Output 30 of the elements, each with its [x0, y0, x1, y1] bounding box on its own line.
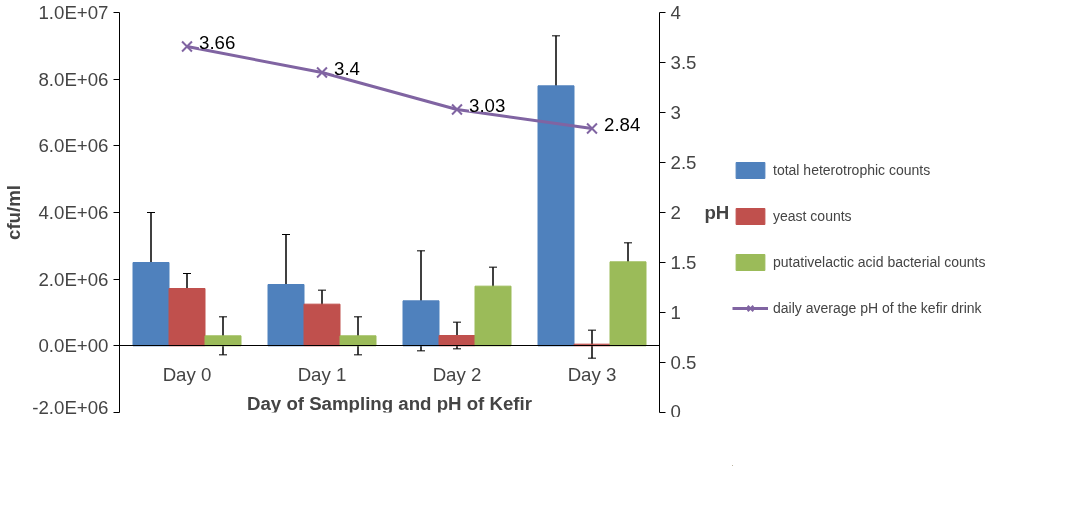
y2-axis-title: pH — [704, 202, 730, 223]
y2-tick-label: 3.5 — [670, 52, 697, 73]
data-label: 3.66 — [199, 31, 236, 53]
y-tick-label: 1.0E+07 — [38, 2, 109, 23]
x-tick-label: Day 2 — [432, 363, 482, 385]
y-tick-label: 2.0E+06 — [38, 268, 109, 290]
x-tick-label: Day 3 — [567, 363, 617, 385]
y2-tick-label: 0.5 — [670, 352, 697, 373]
data-label: 2.84 — [604, 113, 641, 135]
y2-tick-label: 2 — [670, 202, 681, 223]
y2-tick-label: 3 — [670, 102, 681, 123]
y-tick-label: 8.0E+06 — [38, 68, 109, 90]
y2-tick-label: 1.5 — [670, 252, 697, 273]
y-tick-label: -2.0E+06 — [32, 396, 109, 418]
legend-label: yeast counts — [773, 207, 852, 224]
data-label: 3.03 — [469, 94, 506, 116]
y-tick-label: 0.0E+00 — [38, 335, 109, 357]
y-tick-label: 4.0E+06 — [38, 202, 109, 223]
y-tick-label: 6.0E+06 — [38, 135, 109, 157]
y2-tick-label: 2.5 — [670, 152, 697, 173]
data-label: 3.4 — [334, 57, 360, 79]
y-axis-title: cfu/ml — [3, 185, 25, 240]
legend-label: daily average pH of the kefir drink — [773, 299, 982, 316]
y2-tick-label: 0 — [670, 400, 681, 422]
y2-tick-label: 1 — [670, 302, 681, 323]
legend-label: total heterotrophic counts — [773, 161, 931, 178]
x-tick-label: Day 1 — [297, 363, 347, 385]
legend-label: putativelactic acid bacterial counts — [773, 253, 986, 270]
x-tick-label: Day 0 — [162, 363, 212, 385]
y2-tick-label: 4 — [670, 2, 681, 23]
